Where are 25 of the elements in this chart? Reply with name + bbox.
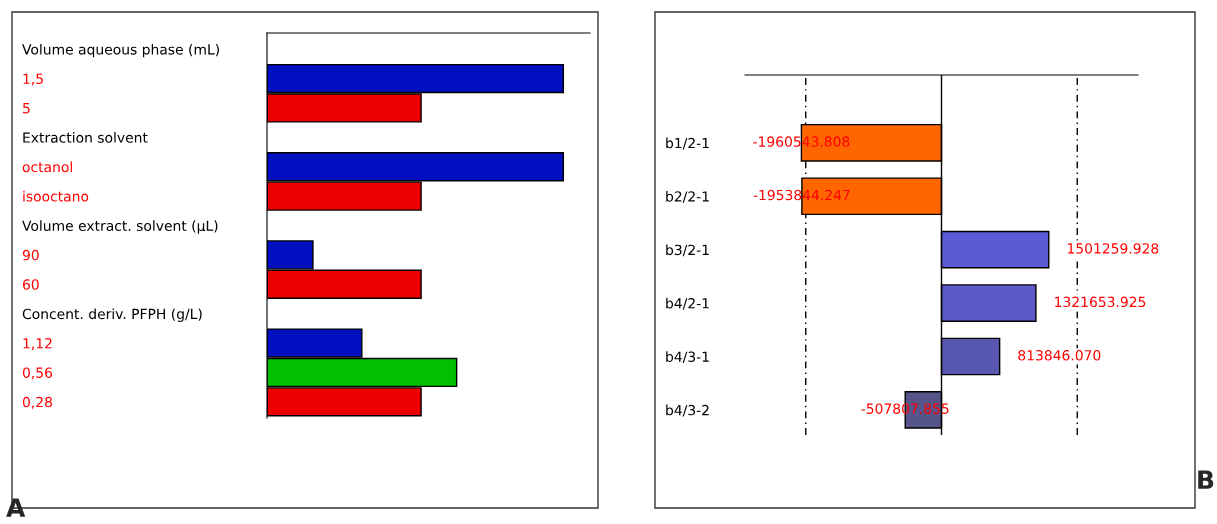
y-tick-label: isooctano	[23, 190, 89, 202]
y-tick-label: 0,56	[22, 367, 53, 380]
data-label: 813846.070	[1018, 350, 1101, 361]
text: B	[1198, 470, 1214, 489]
data-label: 1501259.928	[1067, 243, 1159, 254]
y-tick-label: b4/2-1	[666, 297, 709, 310]
y-tick-label: 60	[22, 279, 39, 290]
data-label: 1321653.925	[1055, 296, 1146, 308]
y-tick-label: Volume extract. solvent (µL)	[22, 220, 218, 234]
data-label: -1960543.808	[753, 136, 850, 147]
y-tick-label: Volume aqueous phase (mL)	[22, 43, 219, 58]
y-tick-label: 5	[23, 103, 30, 114]
y-tick-label: 90	[22, 249, 39, 261]
y-tick-label: 0,28	[22, 396, 52, 409]
y-tick-label: 1,5	[23, 73, 43, 86]
y-tick-label: b4/3-2	[666, 404, 709, 417]
y-tick-label: b4/3-1	[666, 351, 709, 364]
y-tick-label: b2/2-1	[666, 190, 709, 203]
data-label: -1953844.247	[753, 189, 850, 201]
y-tick-label: 1,12	[23, 338, 52, 350]
y-tick-label: Extraction solvent	[23, 132, 148, 143]
y-tick-label: b1/2-1	[666, 137, 709, 150]
y-tick-label: octanol	[22, 161, 72, 173]
y-tick-label: b3/2-1	[666, 244, 709, 257]
y-tick-label: Concent. deriv. PFPH (g/L)	[22, 308, 202, 322]
